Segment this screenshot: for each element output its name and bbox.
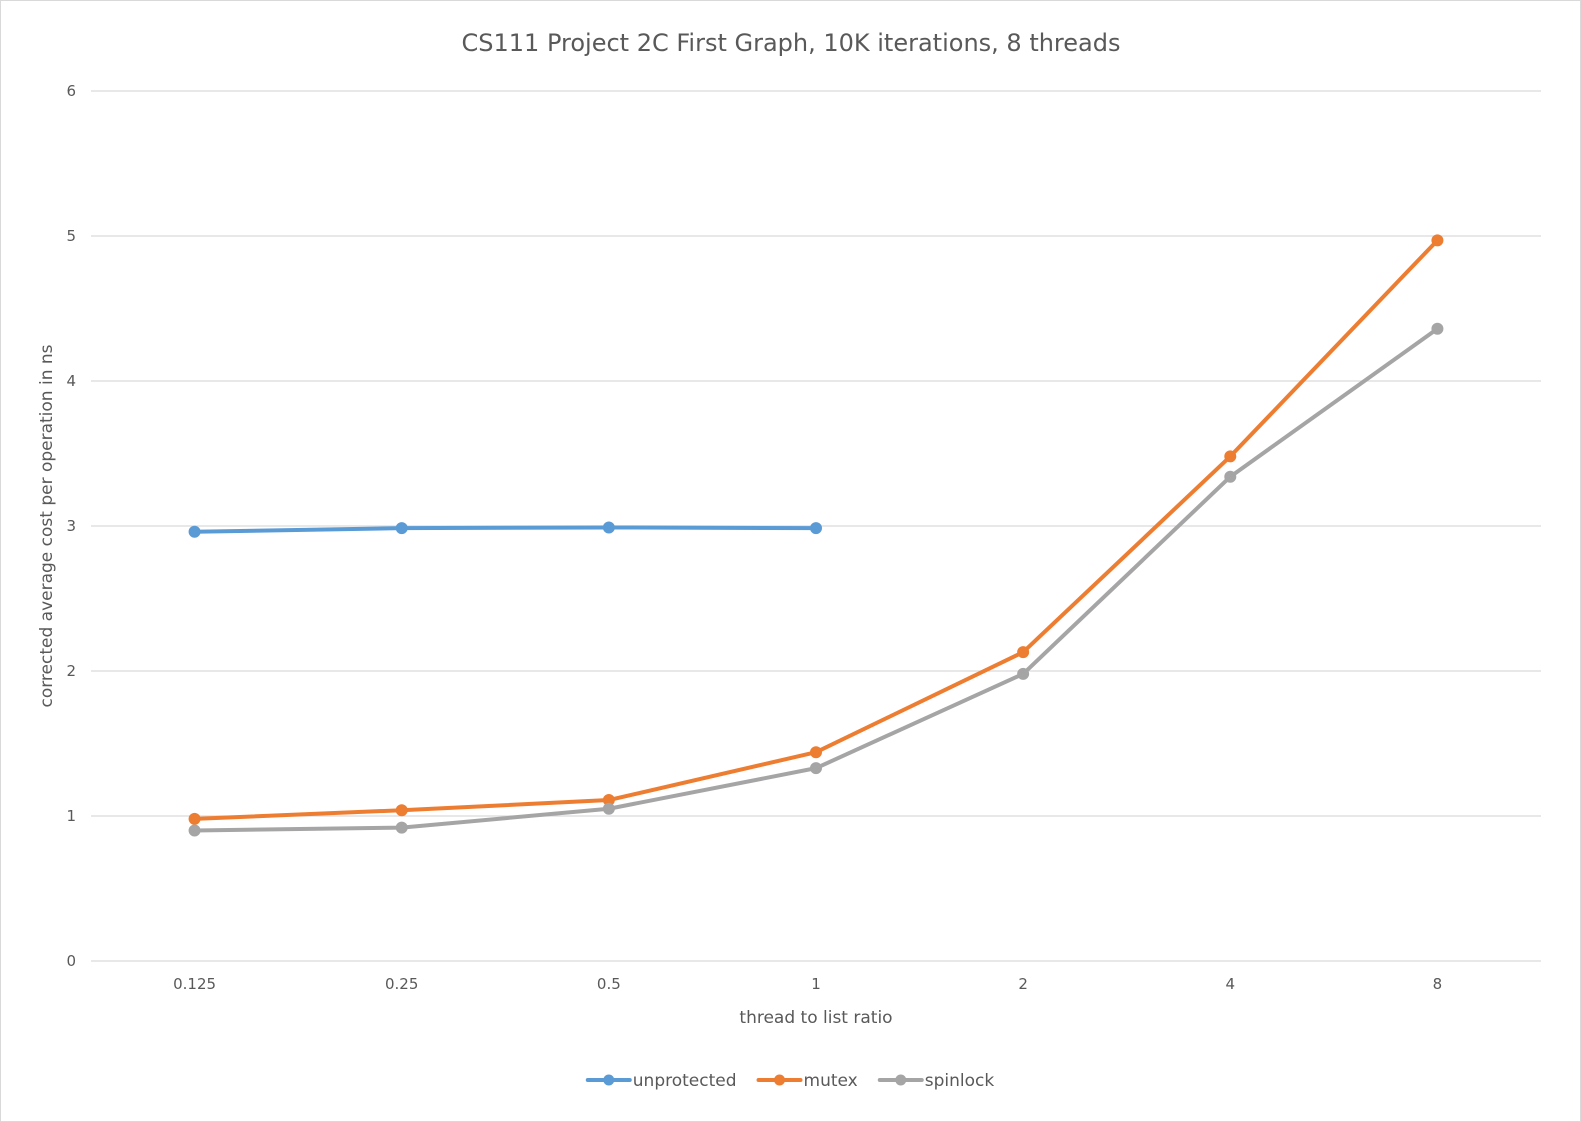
x-tick-label: 0.25 (385, 975, 418, 993)
x-tick-label: 8 (1433, 975, 1443, 993)
data-point (1224, 450, 1237, 463)
x-tick-label: 1 (811, 975, 821, 993)
x-axis-title: thread to list ratio (739, 1008, 892, 1028)
data-point (1431, 234, 1444, 247)
legend-item-unprotected: unprotected (585, 1071, 737, 1091)
legend-marker (895, 1074, 907, 1086)
legend-marker (774, 1074, 786, 1086)
legend-item-spinlock: spinlock (877, 1071, 995, 1091)
x-axis-ticks: 0.125 0.25 0.5 1 2 4 8 (173, 975, 1442, 993)
legend-item-mutex: mutex (756, 1071, 858, 1091)
legend-marker (603, 1074, 615, 1086)
gridlines (91, 90, 1541, 962)
x-tick-label: 0.5 (597, 975, 621, 993)
y-axis-title: corrected average cost per operation in … (37, 344, 57, 707)
series-lines (188, 234, 1444, 837)
data-point (188, 812, 201, 825)
data-point (602, 521, 615, 534)
y-tick-label: 2 (66, 662, 76, 680)
data-point (395, 522, 408, 535)
y-tick-label: 5 (66, 227, 76, 245)
data-point (1224, 470, 1237, 483)
series-unprotected (188, 521, 822, 538)
data-point (810, 762, 822, 775)
y-tick-label: 1 (66, 807, 76, 825)
x-tick-label: 0.125 (173, 975, 216, 993)
data-point (602, 802, 615, 815)
data-point (810, 522, 822, 535)
y-tick-label: 6 (66, 82, 76, 100)
data-point (1017, 646, 1030, 659)
legend-label: unprotected (633, 1071, 737, 1091)
y-tick-label: 0 (66, 952, 76, 970)
series-spinlock (188, 322, 1444, 837)
data-point (395, 804, 408, 817)
legend: unprotected mutex spinlock (585, 1071, 995, 1091)
data-point (395, 821, 408, 834)
legend-label: spinlock (925, 1071, 995, 1091)
x-tick-label: 2 (1018, 975, 1028, 993)
chart-title: CS111 Project 2C First Graph, 10K iterat… (462, 29, 1121, 57)
data-point (1017, 667, 1030, 680)
data-point (1431, 322, 1444, 335)
data-point (188, 525, 201, 538)
legend-label: mutex (804, 1071, 858, 1091)
x-tick-label: 4 (1226, 975, 1236, 993)
series-mutex (188, 234, 1444, 825)
y-tick-label: 3 (66, 517, 76, 535)
y-axis-ticks: 0 1 2 3 4 5 6 (66, 82, 76, 970)
y-tick-label: 4 (66, 372, 76, 390)
series-line-unprotected (192, 525, 818, 534)
data-point (188, 824, 201, 837)
data-point (810, 746, 822, 759)
